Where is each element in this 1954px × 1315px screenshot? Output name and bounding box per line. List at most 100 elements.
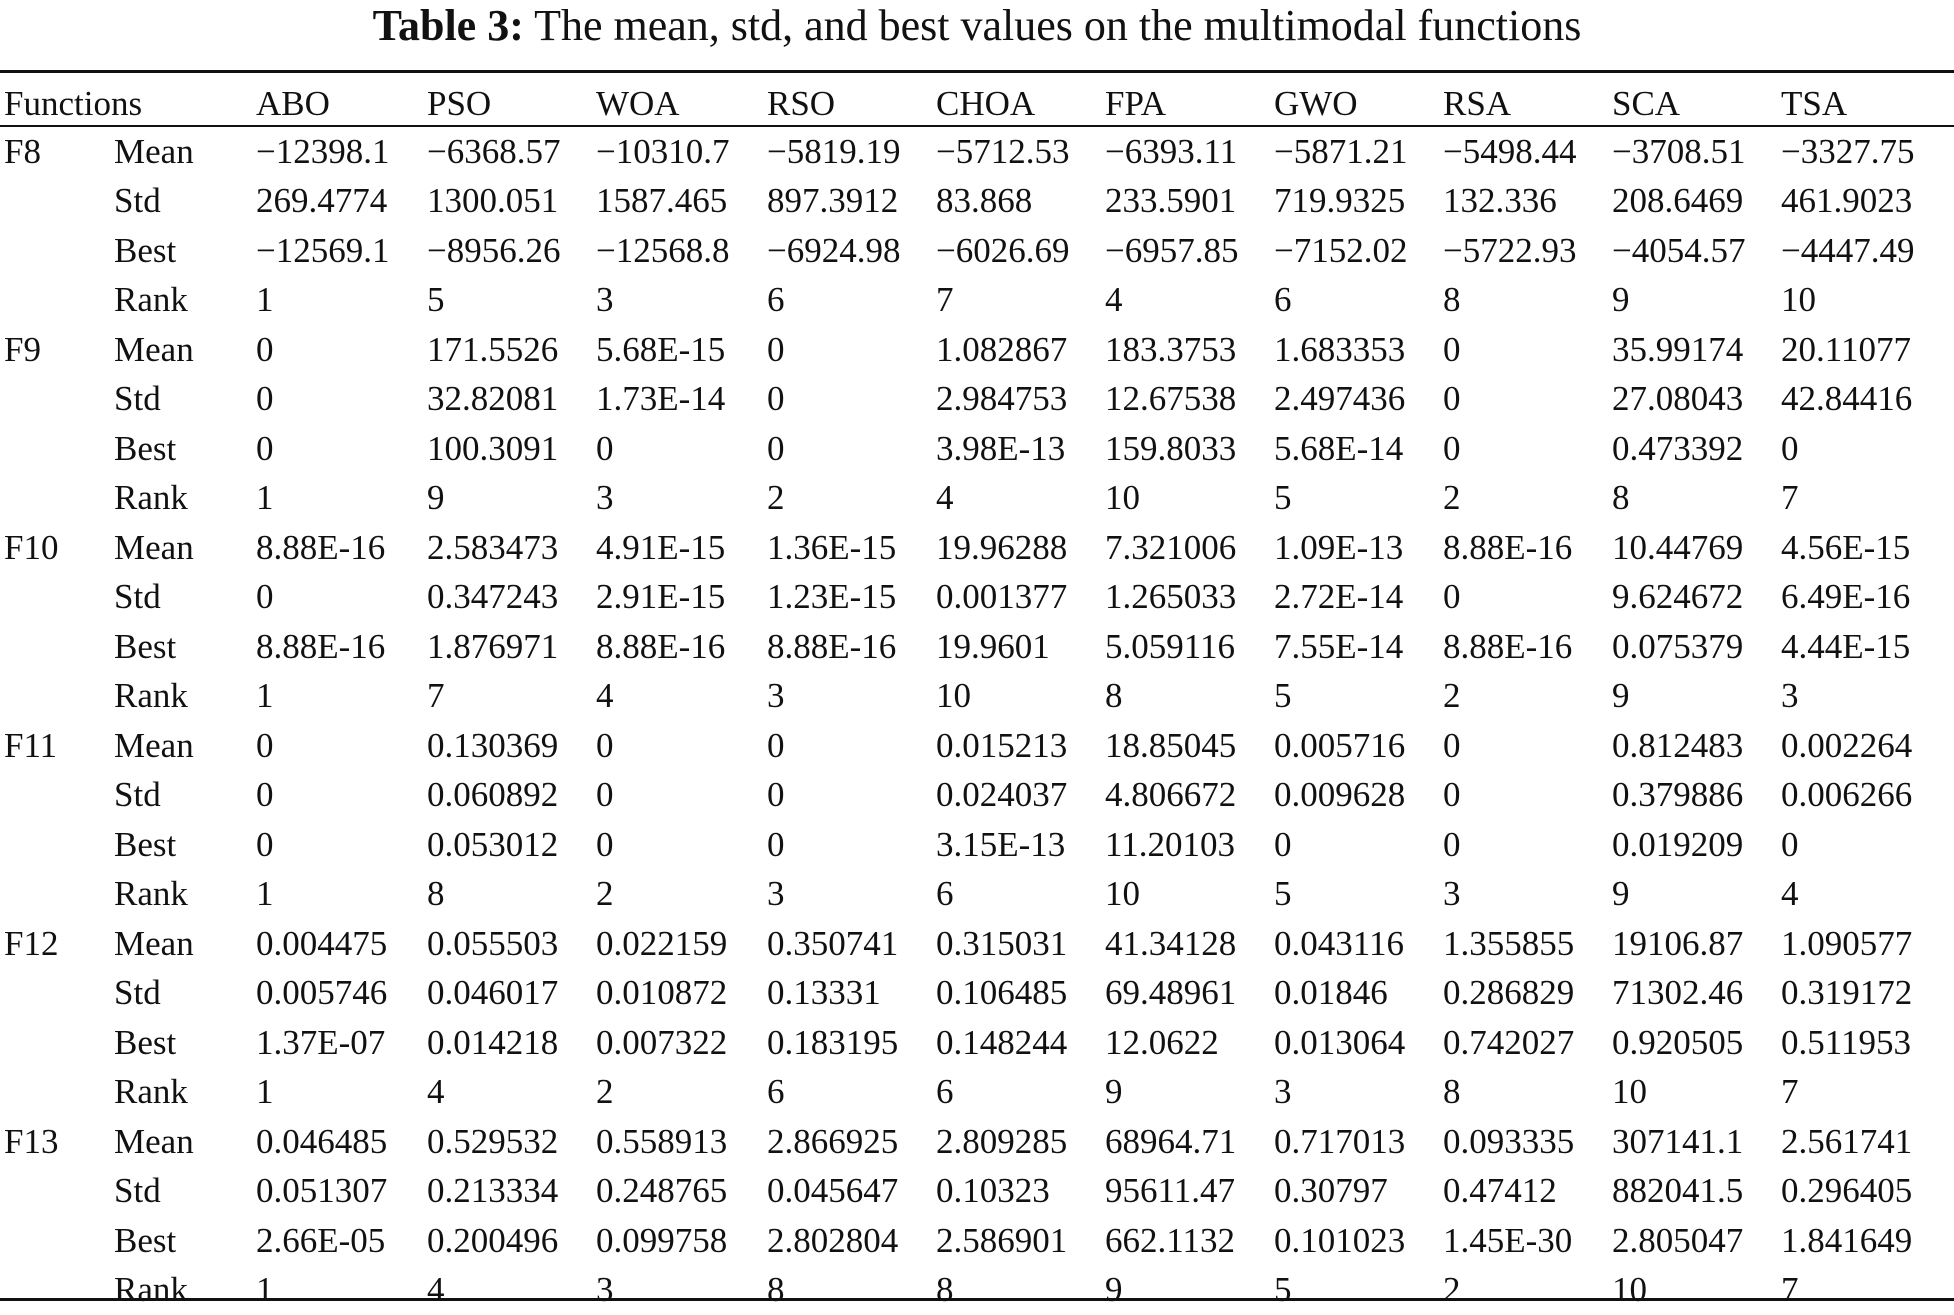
results-table: Functions ABO PSO WOA RSO CHOA FPA GWO R… [0,78,1954,1315]
value-cell-rank-sca: 9 [1608,276,1777,326]
value-cell-rank-sca: 8 [1608,474,1777,524]
value-cell-mean-fpa: 18.85045 [1101,721,1270,771]
value-cell-std-woa: 0 [592,771,763,821]
value-cell-rank-rso: 6 [763,276,932,326]
header-choa: CHOA [932,78,1101,127]
value-cell-rank-rso: 6 [763,1068,932,1118]
value-cell-rank-woa: 4 [592,672,763,722]
value-cell-rank-woa: 3 [592,1266,763,1315]
value-cell-std-pso: 0.060892 [423,771,592,821]
value-cell-best-sca: 0.920505 [1608,1018,1777,1068]
metric-cell: Rank [110,276,252,326]
function-cell [0,622,110,672]
value-cell-std-abo: 269.4774 [252,177,423,227]
value-cell-rank-pso: 4 [423,1266,592,1315]
function-cell [0,870,110,920]
value-cell-mean-gwo: 1.683353 [1270,325,1439,375]
caption-label: Table 3: [373,1,524,50]
value-cell-rank-gwo: 3 [1270,1068,1439,1118]
value-cell-std-gwo: 0.30797 [1270,1167,1439,1217]
value-cell-best-choa: 3.98E-13 [932,424,1101,474]
metric-cell: Std [110,1167,252,1217]
value-cell-mean-choa: 0.315031 [932,919,1101,969]
value-cell-mean-fpa: 183.3753 [1101,325,1270,375]
value-cell-std-choa: 83.868 [932,177,1101,227]
value-cell-mean-fpa: 41.34128 [1101,919,1270,969]
value-cell-best-woa: −12568.8 [592,226,763,276]
value-cell-best-tsa: 0 [1777,424,1954,474]
value-cell-std-pso: 32.82081 [423,375,592,425]
value-cell-rank-tsa: 7 [1777,1068,1954,1118]
function-cell [0,771,110,821]
metric-cell: Best [110,1216,252,1266]
function-cell [0,573,110,623]
value-cell-mean-pso: 0.055503 [423,919,592,969]
value-cell-best-sca: −4054.57 [1608,226,1777,276]
value-cell-best-gwo: 0.101023 [1270,1216,1439,1266]
value-cell-std-tsa: 0.296405 [1777,1167,1954,1217]
value-cell-rank-sca: 9 [1608,870,1777,920]
metric-cell: Rank [110,1266,252,1315]
value-cell-rank-rso: 3 [763,672,932,722]
value-cell-mean-tsa: 1.090577 [1777,919,1954,969]
value-cell-best-gwo: 7.55E-14 [1270,622,1439,672]
header-pso: PSO [423,78,592,127]
value-cell-mean-rsa: 1.355855 [1439,919,1608,969]
value-cell-mean-pso: 0.130369 [423,721,592,771]
value-cell-mean-pso: 171.5526 [423,325,592,375]
value-cell-std-woa: 1587.465 [592,177,763,227]
value-cell-std-abo: 0 [252,375,423,425]
value-cell-best-rsa: 1.45E-30 [1439,1216,1608,1266]
function-cell [0,226,110,276]
value-cell-std-abo: 0.005746 [252,969,423,1019]
value-cell-best-pso: 0.053012 [423,820,592,870]
value-cell-best-tsa: 4.44E-15 [1777,622,1954,672]
value-cell-best-woa: 0 [592,424,763,474]
value-cell-std-abo: 0.051307 [252,1167,423,1217]
value-cell-mean-woa: 4.91E-15 [592,523,763,573]
header-rsa: RSA [1439,78,1608,127]
value-cell-best-fpa: 159.8033 [1101,424,1270,474]
function-cell: F12 [0,919,110,969]
value-cell-rank-choa: 8 [932,1266,1101,1315]
value-cell-std-sca: 9.624672 [1608,573,1777,623]
value-cell-rank-gwo: 5 [1270,1266,1439,1315]
value-cell-mean-gwo: 1.09E-13 [1270,523,1439,573]
value-cell-rank-woa: 2 [592,1068,763,1118]
metric-cell: Best [110,1018,252,1068]
value-cell-std-abo: 0 [252,771,423,821]
value-cell-best-woa: 8.88E-16 [592,622,763,672]
function-cell: F11 [0,721,110,771]
value-cell-std-rso: 0.13331 [763,969,932,1019]
value-cell-rank-gwo: 5 [1270,870,1439,920]
value-cell-mean-rso: 2.866925 [763,1117,932,1167]
value-cell-rank-abo: 1 [252,276,423,326]
header-gwo: GWO [1270,78,1439,127]
value-cell-std-gwo: 0.009628 [1270,771,1439,821]
header-abo: ABO [252,78,423,127]
caption-text: The mean, std, and best values on the mu… [534,1,1581,50]
value-cell-best-sca: 0.019209 [1608,820,1777,870]
function-cell [0,969,110,1019]
value-cell-mean-choa: −5712.53 [932,127,1101,177]
value-cell-mean-choa: 2.809285 [932,1117,1101,1167]
value-cell-rank-gwo: 6 [1270,276,1439,326]
value-cell-mean-abo: 0.046485 [252,1117,423,1167]
value-cell-best-choa: 3.15E-13 [932,820,1101,870]
value-cell-best-rsa: 0 [1439,820,1608,870]
value-cell-rank-pso: 9 [423,474,592,524]
value-cell-mean-fpa: 7.321006 [1101,523,1270,573]
value-cell-mean-rsa: −5498.44 [1439,127,1608,177]
function-cell: F9 [0,325,110,375]
value-cell-rank-pso: 7 [423,672,592,722]
value-cell-std-fpa: 1.265033 [1101,573,1270,623]
value-cell-std-rsa: 0 [1439,771,1608,821]
